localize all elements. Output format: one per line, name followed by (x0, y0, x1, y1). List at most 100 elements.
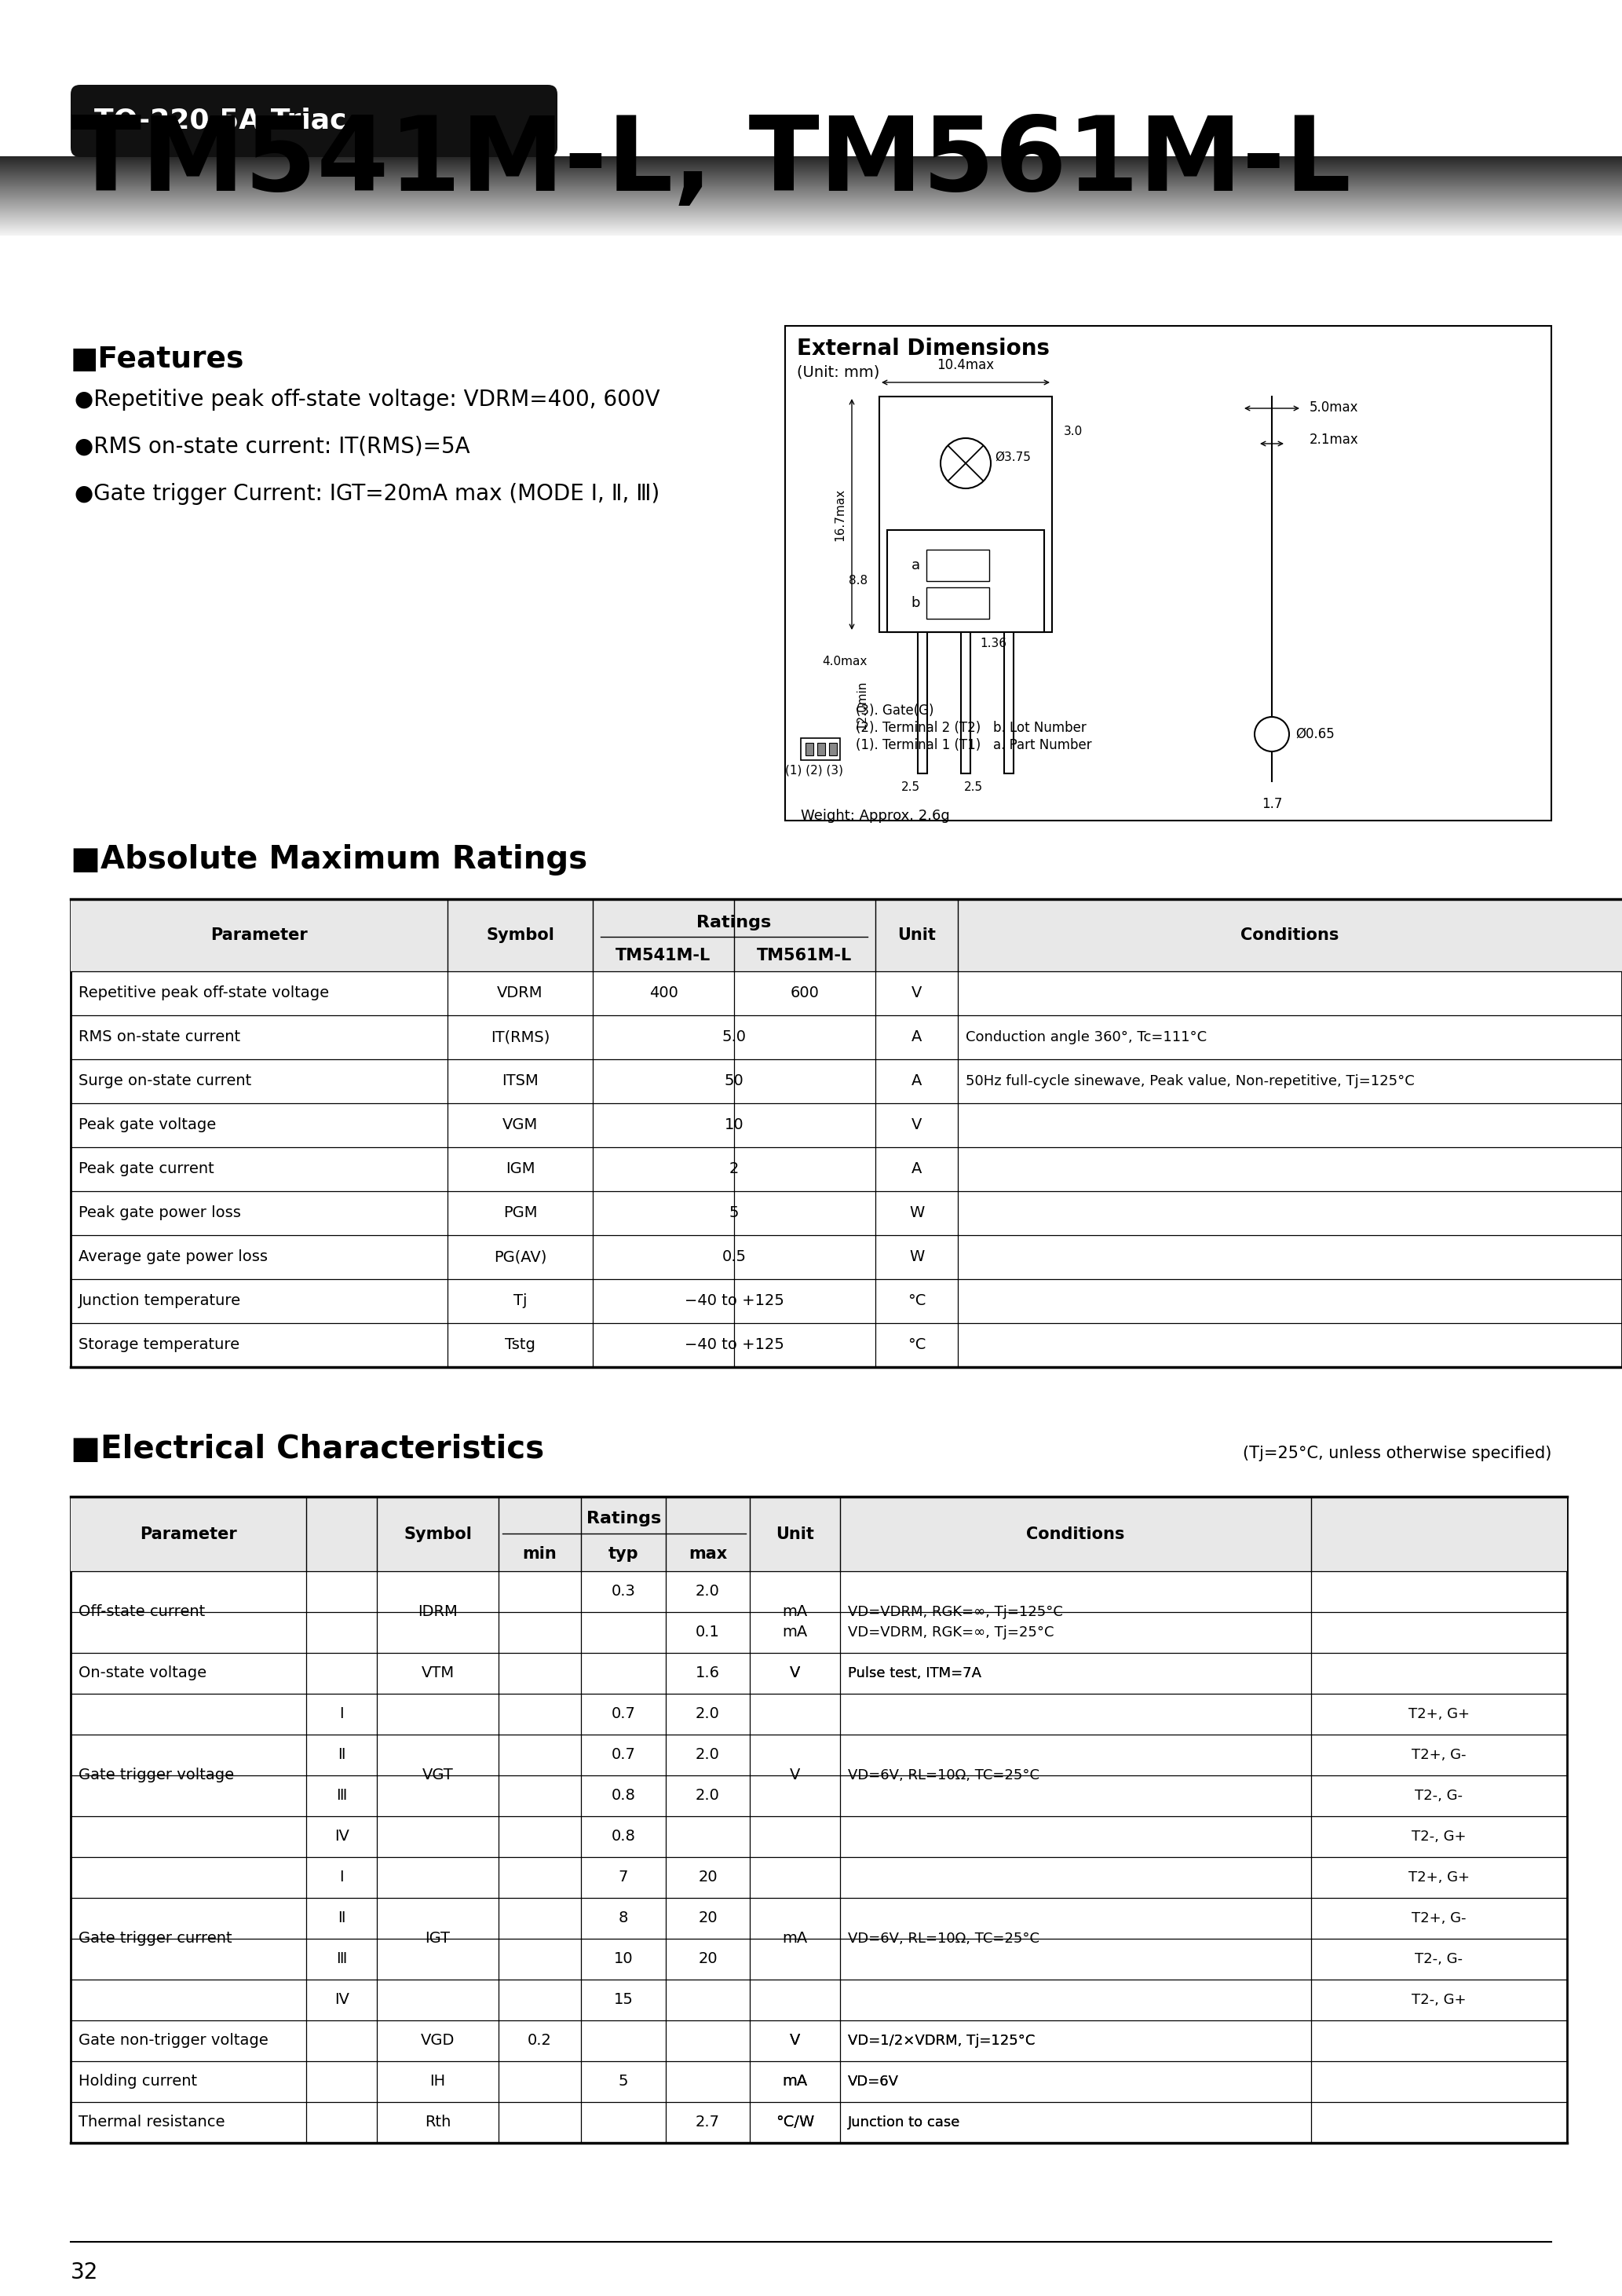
Text: 10: 10 (613, 1952, 633, 1968)
Text: 2: 2 (730, 1162, 740, 1176)
Bar (71, 900, 1622, 1366)
Text: mA: mA (782, 2073, 808, 2089)
Text: T2-, G-: T2-, G- (1414, 1952, 1463, 1965)
Text: W: W (908, 1205, 925, 1221)
Circle shape (941, 439, 991, 489)
Text: (Unit: mm): (Unit: mm) (796, 365, 879, 381)
Text: A: A (912, 1162, 921, 1176)
Text: 1.7: 1.7 (1262, 797, 1283, 810)
Text: 3.0: 3.0 (1064, 427, 1083, 439)
Text: min: min (522, 1545, 556, 1561)
Text: 5: 5 (730, 1205, 740, 1221)
Text: 5.0: 5.0 (722, 1031, 746, 1045)
Text: max: max (688, 1545, 727, 1561)
Text: VGD: VGD (420, 2034, 454, 2048)
Text: 2.0: 2.0 (696, 1584, 720, 1598)
Text: Tj: Tj (513, 1293, 527, 1309)
Text: 50Hz full-cycle sinewave, Peak value, Non-repetitive, Tj=125°C: 50Hz full-cycle sinewave, Peak value, No… (965, 1075, 1414, 1088)
Text: 5: 5 (618, 2073, 628, 2089)
Text: External Dimensions: External Dimensions (796, 338, 1049, 360)
Bar (879, 397, 1053, 631)
Text: 4.0max: 4.0max (822, 657, 868, 668)
Text: 2.0: 2.0 (696, 1789, 720, 1802)
Text: typ: typ (608, 1545, 639, 1561)
Text: Gate trigger current: Gate trigger current (78, 1931, 232, 1947)
Text: Pulse test, ITM=7A: Pulse test, ITM=7A (848, 1667, 981, 1681)
Text: T2-, G+: T2-, G+ (1411, 1830, 1466, 1844)
Text: T2+, G+: T2+, G+ (1408, 1871, 1470, 1885)
Bar (918, 629, 928, 774)
Text: mA: mA (782, 1931, 808, 1947)
Text: Parameter: Parameter (139, 1527, 237, 1543)
Text: ITSM: ITSM (501, 1075, 539, 1088)
Text: TM541M-L: TM541M-L (616, 948, 710, 964)
Text: TM541M-L, TM561M-L: TM541M-L, TM561M-L (71, 113, 1351, 211)
Text: 400: 400 (649, 985, 678, 1001)
Text: (2). Terminal 2 (T2)   b. Lot Number: (2). Terminal 2 (T2) b. Lot Number (856, 721, 1087, 735)
Text: Ⅰ: Ⅰ (339, 1869, 344, 1885)
Text: Storage temperature: Storage temperature (78, 1339, 240, 1352)
Text: −40 to +125: −40 to +125 (684, 1293, 783, 1309)
FancyBboxPatch shape (71, 85, 558, 156)
Text: 0.5: 0.5 (722, 1249, 746, 1265)
Text: 20: 20 (697, 1952, 717, 1968)
Text: 0.8: 0.8 (611, 1789, 636, 1802)
Text: Ø0.65: Ø0.65 (1296, 728, 1335, 742)
Text: VD=1/2×VDRM, Tj=125°C: VD=1/2×VDRM, Tj=125°C (848, 2034, 1035, 2048)
Text: Unit: Unit (775, 1527, 814, 1543)
Text: 10.4max: 10.4max (938, 358, 994, 372)
Text: 8.8: 8.8 (848, 576, 868, 588)
Text: 0.3: 0.3 (611, 1584, 636, 1598)
Bar (71, 1497, 1567, 1570)
Text: ●Repetitive peak off-state voltage: VDRM=400, 600V: ●Repetitive peak off-state voltage: VDRM… (75, 388, 660, 411)
Text: Ⅱ: Ⅱ (337, 1910, 345, 1926)
Text: TM561M-L: TM561M-L (757, 948, 852, 964)
Text: −40 to +125: −40 to +125 (684, 1339, 783, 1352)
Text: Pulse test, ITM=7A: Pulse test, ITM=7A (848, 1667, 981, 1681)
Bar (71, 1497, 1567, 2142)
Text: Average gate power loss: Average gate power loss (78, 1249, 268, 1265)
Text: T2-, G+: T2-, G+ (1411, 1993, 1466, 2007)
Text: ■Absolute Maximum Ratings: ■Absolute Maximum Ratings (71, 845, 587, 875)
Text: (Tj=25°C, unless otherwise specified): (Tj=25°C, unless otherwise specified) (1242, 1446, 1551, 1460)
Text: 2.0: 2.0 (696, 1706, 720, 1722)
Text: Ratings: Ratings (587, 1511, 662, 1527)
Text: 2.5: 2.5 (902, 781, 920, 792)
Text: 10: 10 (725, 1118, 744, 1132)
Text: Junction temperature: Junction temperature (78, 1293, 242, 1309)
Text: RMS on-state current: RMS on-state current (78, 1031, 240, 1045)
Text: Peak gate current: Peak gate current (78, 1162, 214, 1176)
Text: V: V (790, 1667, 800, 1681)
Text: 0.7: 0.7 (611, 1706, 636, 1722)
Bar (785, 326, 1551, 820)
Circle shape (1254, 716, 1289, 751)
Text: 2.5: 2.5 (963, 781, 983, 792)
Text: 8: 8 (618, 1910, 628, 1926)
Text: Gate trigger voltage: Gate trigger voltage (78, 1768, 234, 1784)
Text: 1.36: 1.36 (980, 638, 1007, 650)
Text: 16.7max: 16.7max (834, 489, 845, 540)
Text: ■Electrical Characteristics: ■Electrical Characteristics (71, 1433, 543, 1465)
Text: Unit: Unit (897, 928, 936, 944)
Bar (801, 737, 840, 760)
Text: Ⅳ: Ⅳ (334, 1993, 349, 2007)
Text: 50: 50 (725, 1075, 744, 1088)
Text: 2.0: 2.0 (696, 1747, 720, 1763)
Text: A: A (912, 1075, 921, 1088)
Text: 32: 32 (71, 2262, 99, 2285)
Text: IH: IH (430, 2073, 446, 2089)
Bar (1004, 629, 1014, 774)
Text: W: W (908, 1249, 925, 1265)
Bar (71, 900, 1622, 971)
Text: PGM: PGM (503, 1205, 537, 1221)
Text: Junction to case: Junction to case (848, 2115, 960, 2128)
Text: VDRM: VDRM (498, 985, 543, 1001)
Text: IT(RMS): IT(RMS) (490, 1031, 550, 1045)
Text: V: V (790, 2034, 800, 2048)
Text: Conduction angle 360°, Tc=111°C: Conduction angle 360°, Tc=111°C (965, 1031, 1207, 1045)
Text: 5.0max: 5.0max (1309, 400, 1359, 416)
Text: IDRM: IDRM (418, 1605, 457, 1619)
Text: T2+, G+: T2+, G+ (1408, 1708, 1470, 1722)
Text: Symbol: Symbol (487, 928, 555, 944)
Text: Parameter: Parameter (211, 928, 308, 944)
